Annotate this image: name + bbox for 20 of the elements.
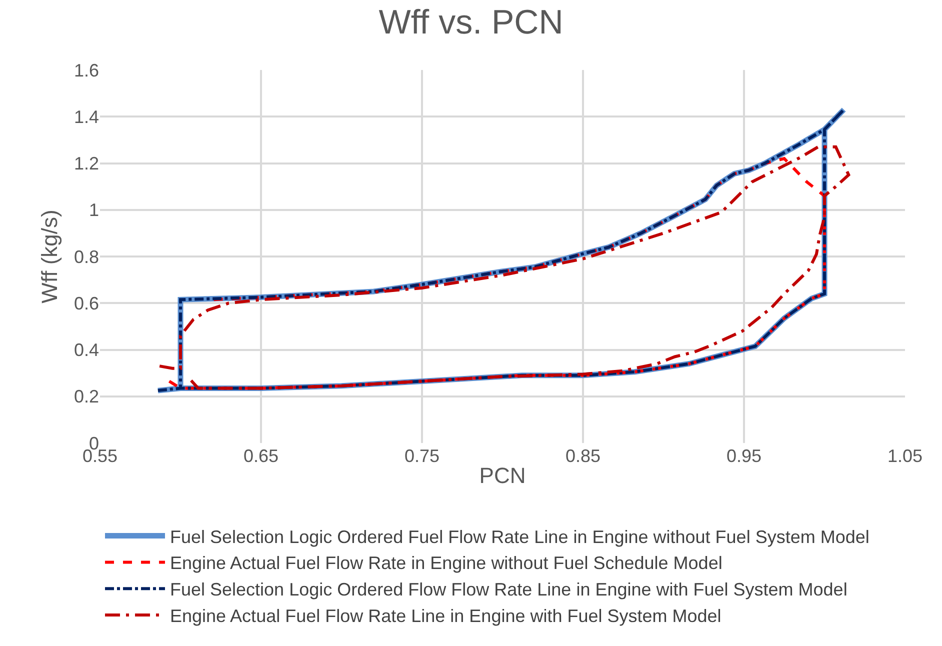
chart-title: Wff vs. PCN	[378, 3, 564, 42]
y-tick-label: 0.2	[74, 386, 99, 407]
legend-label: Engine Actual Fuel Flow Rate Line in Engine with Fuel System Model	[170, 606, 722, 626]
x-tick-label: 0.65	[243, 446, 279, 466]
y-tick-label: 1.4	[74, 106, 99, 127]
x-tick-label: 0.85	[565, 446, 601, 466]
x-tick-label: 0.95	[726, 446, 762, 466]
legend-label: Engine Actual Fuel Flow Rate in Engine without Fuel Schedule Model	[170, 553, 722, 574]
y-tick-label: 0.8	[74, 246, 99, 267]
x-tick-label: 1.05	[887, 446, 923, 466]
y-axis-title: Wff (kg/s)	[36, 210, 62, 304]
x-tick-label: 0.75	[404, 446, 440, 466]
y-tick-label: 1.2	[74, 154, 99, 174]
legend-label: Fuel Selection Logic Ordered Fuel Flow Rate Line in Engine without Fuel System Model	[170, 526, 870, 547]
x-axis-title: PCN	[479, 462, 526, 488]
y-tick-label: 1	[88, 200, 99, 220]
legend-label: Fuel Selection Logic Ordered Flow Flow Rate Line in Engine with Fuel System Model	[170, 580, 848, 600]
y-tick-label: 1.6	[74, 60, 99, 80]
y-tick-label: 0.6	[74, 293, 99, 314]
y-tick-label: 0.4	[74, 340, 99, 360]
